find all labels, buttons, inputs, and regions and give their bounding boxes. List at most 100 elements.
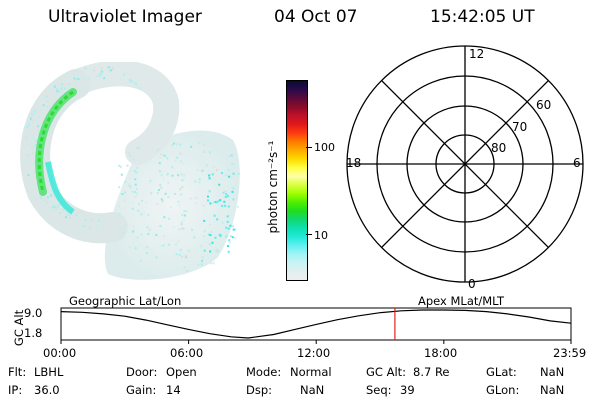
image-speckle [216, 169, 218, 172]
image-speckle [181, 179, 184, 182]
image-speckle [118, 164, 121, 167]
image-speckle [106, 67, 109, 70]
image-speckle [224, 190, 227, 193]
image-speckle [181, 214, 184, 216]
image-speckle [212, 159, 215, 162]
image-speckle [228, 155, 231, 158]
image-speckle [103, 77, 106, 80]
image-speckle [179, 160, 182, 163]
glon-value: NaN [540, 383, 565, 397]
image-speckle [181, 227, 184, 230]
image-speckle [129, 154, 132, 157]
image-speckle [237, 172, 240, 175]
image-speckle [167, 196, 170, 198]
image-speckle [56, 206, 59, 209]
image-speckle-bright [211, 173, 214, 176]
image-speckle [180, 223, 183, 226]
image-speckle [185, 256, 188, 259]
image-speckle [188, 250, 191, 253]
image-speckle [147, 213, 150, 216]
image-speckle [55, 208, 58, 210]
image-speckle [183, 174, 186, 177]
image-speckle [208, 190, 211, 193]
image-speckle-bright [214, 201, 217, 204]
ip-label: IP: [8, 383, 23, 397]
image-speckle [189, 197, 192, 200]
image-speckle [232, 198, 235, 201]
image-speckle [185, 210, 188, 213]
image-speckle [131, 207, 134, 210]
image-speckle [215, 245, 218, 248]
time-label: 15:42:05 UT [430, 7, 535, 27]
image-speckle [121, 193, 124, 195]
image-speckle [149, 180, 152, 182]
image-speckle [212, 165, 215, 168]
image-speckle [60, 88, 63, 91]
image-speckle-bright [226, 195, 229, 198]
image-speckle-bright [224, 204, 227, 207]
auroral-image [20, 62, 240, 280]
image-speckle [132, 243, 135, 246]
image-speckle [35, 136, 38, 139]
image-speckle [230, 163, 233, 166]
image-speckle [26, 161, 29, 164]
image-speckle [173, 142, 175, 145]
image-speckle [182, 162, 185, 165]
image-speckle [212, 262, 215, 265]
image-speckle [159, 184, 162, 187]
image-speckle [68, 214, 71, 217]
image-speckle [133, 225, 135, 228]
image-speckle [48, 196, 51, 199]
image-speckle [39, 195, 42, 198]
image-speckle [124, 181, 127, 184]
image-speckle [200, 263, 203, 266]
image-speckle [100, 67, 103, 70]
image-speckle-bright [221, 204, 224, 207]
image-speckle [209, 223, 211, 226]
image-speckle [210, 262, 212, 265]
image-speckle [35, 140, 37, 143]
image-speckle [47, 196, 50, 199]
gain-label: Gain: [126, 383, 157, 397]
image-speckle [45, 201, 48, 204]
image-speckle [132, 158, 135, 161]
image-speckle [35, 179, 38, 182]
image-speckle [93, 69, 96, 72]
image-speckle [60, 85, 63, 88]
image-speckle [190, 145, 193, 148]
image-speckle [55, 88, 58, 91]
image-speckle [180, 221, 183, 224]
image-speckle [214, 249, 217, 252]
image-speckle [171, 144, 174, 146]
image-speckle [131, 190, 134, 193]
timeline-left-title: Geographic Lat/Lon [69, 294, 182, 308]
image-speckle [118, 186, 121, 189]
image-speckle [134, 195, 137, 198]
image-speckle [136, 236, 139, 239]
image-speckle [138, 147, 141, 150]
image-speckle [180, 193, 183, 196]
image-speckle [201, 155, 204, 158]
image-speckle [56, 90, 59, 93]
image-speckle [196, 169, 199, 172]
image-speckle [191, 228, 194, 231]
image-speckle [129, 80, 132, 82]
colorbar-label-10: 10 [314, 229, 328, 242]
image-speckle [43, 199, 46, 202]
image-speckle [34, 176, 37, 179]
image-speckle [157, 148, 160, 151]
lat-label-70: 70 [512, 120, 527, 134]
image-speckle-bright [209, 250, 212, 253]
image-speckle [177, 174, 180, 177]
image-speckle [37, 130, 39, 133]
image-speckle [140, 233, 143, 236]
image-speckle [201, 256, 204, 259]
image-speckle [200, 245, 203, 248]
image-speckle [145, 245, 148, 248]
image-speckle [208, 243, 211, 246]
image-speckle [178, 253, 181, 256]
image-speckle [124, 77, 127, 80]
image-speckle [73, 77, 76, 80]
image-speckle [195, 202, 197, 205]
image-speckle [169, 206, 172, 209]
